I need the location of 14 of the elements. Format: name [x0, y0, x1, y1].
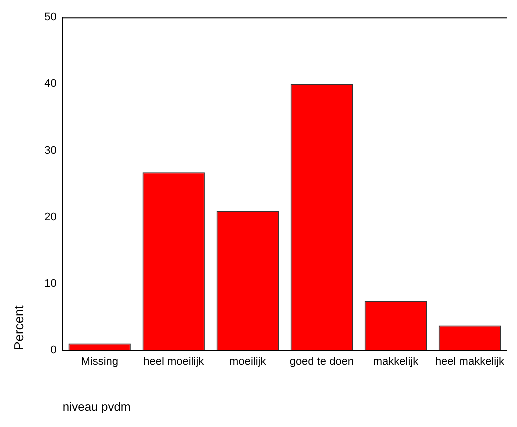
- x-tick-label: moeilijk: [230, 356, 267, 368]
- y-tick-label: 10: [44, 278, 57, 290]
- x-tick-label: heel makkelijk: [435, 356, 506, 368]
- y-tick-label: 50: [44, 12, 57, 24]
- x-tick-label: makkelijk: [373, 356, 420, 368]
- x-tick-label: Missing: [81, 356, 118, 368]
- y-tick-label: 40: [44, 78, 57, 90]
- y-axis-title: Percent: [11, 305, 26, 350]
- y-tick-label: 20: [44, 211, 57, 224]
- x-axis-title: niveau pvdm: [62, 400, 131, 414]
- y-tick-label: 30: [44, 144, 57, 157]
- x-tick-label: heel moeilijk: [144, 356, 205, 368]
- y-tick-label: 0: [50, 344, 57, 356]
- x-tick-label: goed te doen: [290, 356, 354, 368]
